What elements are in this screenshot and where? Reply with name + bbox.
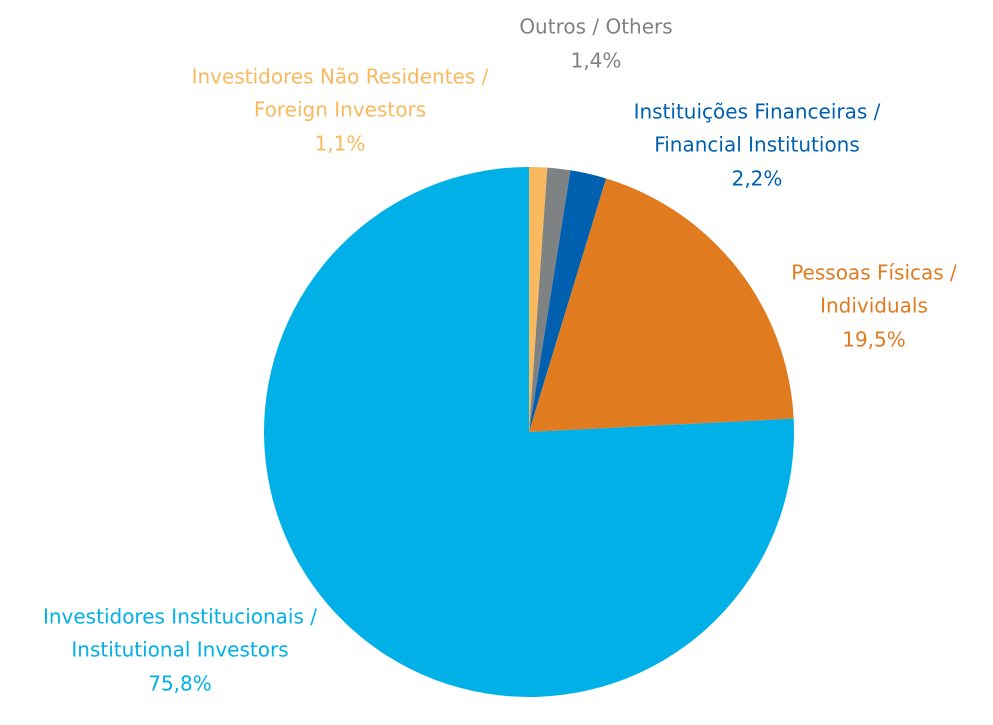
slice-label: Pessoas Físicas / [791, 261, 957, 285]
value-label: 19,5% [842, 328, 906, 352]
value-label: 1,1% [315, 132, 366, 156]
pie-slice [529, 167, 571, 432]
pie-slice [529, 170, 607, 433]
pie-slice [529, 178, 794, 432]
slice-label: Individuals [820, 294, 928, 318]
slice-label: Investidores Institucionais / [43, 605, 317, 629]
slice-label: Institutional Investors [71, 638, 288, 662]
slice-label: Financial Institutions [654, 133, 860, 157]
slice-label: Foreign Investors [254, 98, 426, 122]
pie-slice [264, 167, 795, 697]
slice-label: Investidores Não Residentes / [192, 65, 489, 89]
pie-slice [529, 167, 548, 432]
value-label: 75,8% [148, 672, 212, 696]
slice-label: Outros / Others [519, 15, 672, 39]
value-label: 1,4% [571, 49, 622, 73]
value-label: 2,2% [732, 167, 783, 191]
slice-label: Instituições Financeiras / [634, 100, 881, 124]
